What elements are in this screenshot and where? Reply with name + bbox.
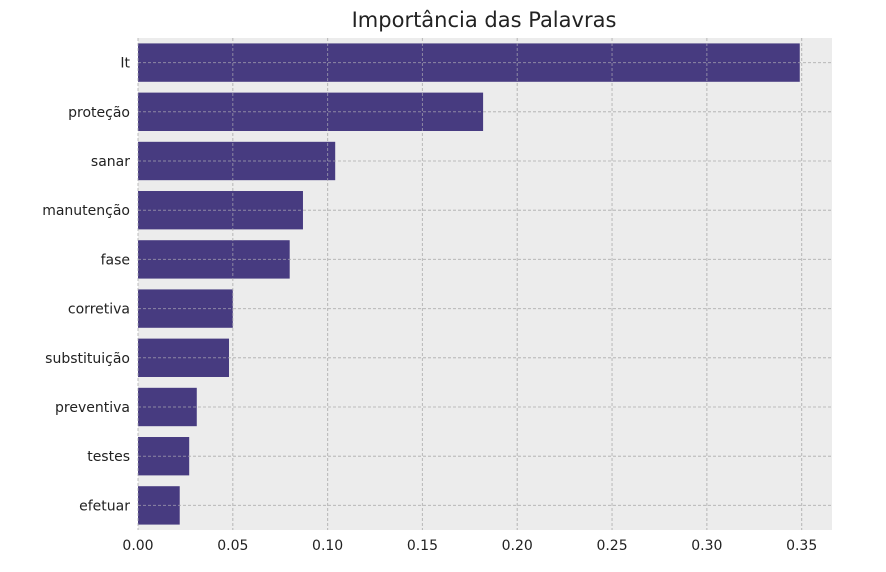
x-tick-label: 0.35	[786, 538, 817, 554]
x-tick-label: 0.25	[596, 538, 627, 554]
chart-title: Importância das Palavras	[352, 8, 617, 32]
y-tick-label: It	[120, 56, 130, 72]
y-tick-label: substituição	[45, 351, 130, 367]
y-axis-ticks: It proteção sanar manutenção fase corretiva su…	[42, 56, 130, 515]
y-tick-label: manutenção	[42, 203, 130, 219]
x-tick-label: 0.00	[122, 538, 153, 554]
y-tick-label: fase	[101, 252, 130, 268]
x-tick-label: 0.20	[502, 538, 533, 554]
y-tick-label: corretiva	[68, 302, 130, 318]
x-tick-label: 0.10	[312, 538, 343, 554]
bars	[137, 38, 832, 530]
y-tick-label: proteção	[68, 105, 130, 121]
y-tick-label: sanar	[91, 154, 130, 170]
bar	[138, 387, 197, 427]
x-tick-label: 0.30	[691, 538, 722, 554]
y-tick-label: preventiva	[55, 400, 130, 416]
y-tick-label: testes	[87, 449, 130, 465]
y-tick-label: efetuar	[79, 498, 130, 514]
x-axis-ticks: 0.00 0.05 0.10 0.15 0.20 0.25 0.30 0.35	[122, 538, 817, 554]
x-tick-label: 0.05	[217, 538, 248, 554]
x-tick-label: 0.15	[407, 538, 438, 554]
